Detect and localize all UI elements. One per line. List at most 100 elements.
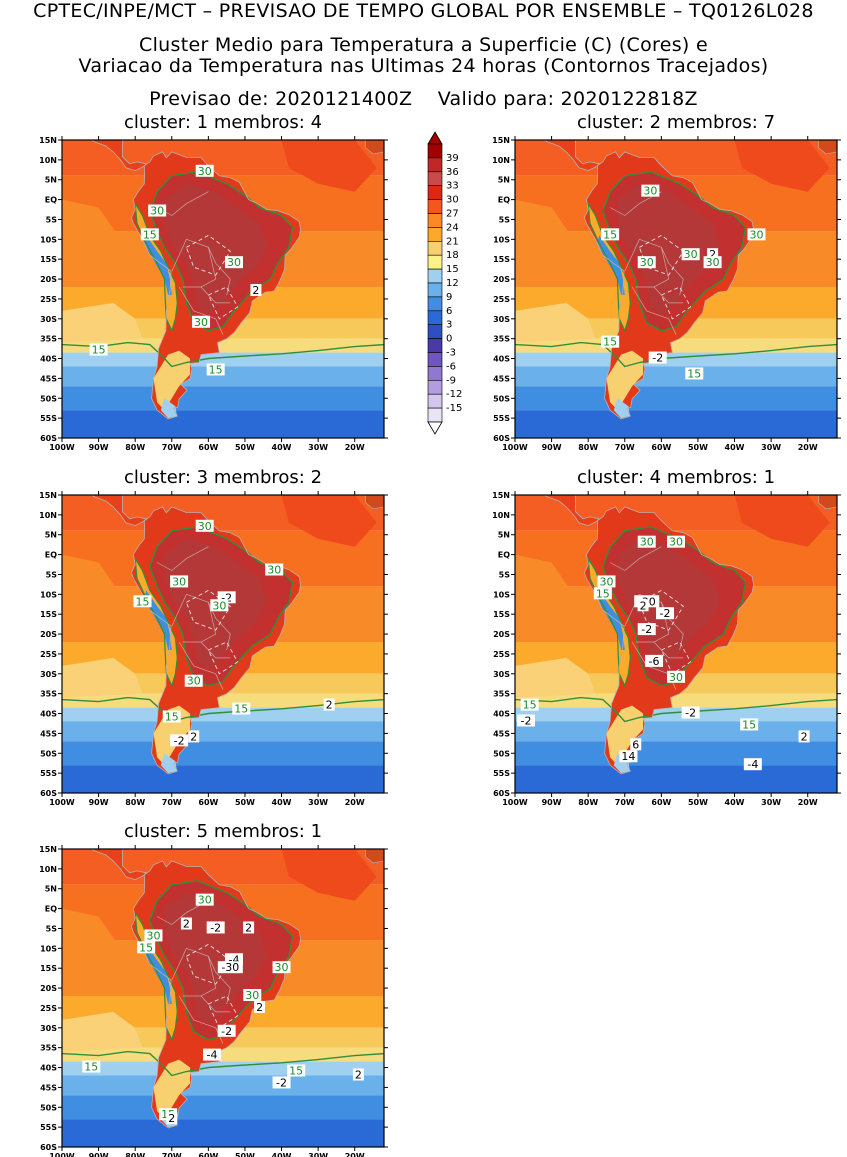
lon-label: 20W xyxy=(345,798,365,807)
colorbar-cell xyxy=(427,157,443,173)
lon-label: 100W xyxy=(502,798,528,807)
map-frame xyxy=(61,139,385,439)
lat-label: 45S xyxy=(40,729,57,738)
contour-label: 15 xyxy=(92,344,106,357)
contour-label: 15 xyxy=(143,228,157,241)
lat-label: 10S xyxy=(493,235,510,244)
lat-label: 20S xyxy=(493,630,510,639)
contour-label: 30 xyxy=(198,894,212,907)
colorbar-cell xyxy=(427,296,443,312)
lat-label: 25S xyxy=(493,650,510,659)
contour-label: 30 xyxy=(187,675,201,688)
colorbar-cell xyxy=(427,380,443,395)
forecast-label: Previsao de: 2020121400Z xyxy=(149,88,413,110)
lat-label: 55S xyxy=(40,1123,57,1132)
header-dates: Previsao de: 2020121400Z Valido para: 20… xyxy=(0,88,847,110)
lat-label: 55S xyxy=(493,414,510,423)
lon-label: 40W xyxy=(272,1152,292,1157)
contour-label: 2 xyxy=(190,730,197,743)
map-panel-1: 15N 10N 5N EQ 5S 10S 15S 20S 25S 30S 35S 40S 45S 50S 5… xyxy=(39,136,388,452)
contour-label: 15 xyxy=(84,1061,98,1074)
contour-label: -6 xyxy=(649,655,660,668)
contour-label: 2 xyxy=(256,1001,263,1014)
lon-label: 30W xyxy=(761,798,781,807)
colorbar-cell xyxy=(427,268,443,284)
map-frame xyxy=(514,494,838,794)
contour-label: 2 xyxy=(801,730,808,743)
contour-label: -30 xyxy=(221,961,239,974)
map-field xyxy=(62,140,384,438)
colorbar-cell xyxy=(427,366,443,381)
contour-label: 30 xyxy=(750,228,764,241)
lat-label: 15S xyxy=(40,964,57,973)
lat-label: 20S xyxy=(40,984,57,993)
lon-label: 40W xyxy=(272,798,292,807)
colorbar-label: 9 xyxy=(446,292,452,303)
lat-label: 35S xyxy=(40,1044,57,1053)
valid-label: Valido para: 2020122818Z xyxy=(437,88,698,110)
contour-label: 2 xyxy=(640,599,647,612)
contour-label: 15 xyxy=(139,941,153,954)
colorbar-cell xyxy=(427,282,443,298)
lon-label: 20W xyxy=(345,443,365,452)
lat-label: 10N xyxy=(39,865,57,874)
colorbar-label: 6 xyxy=(446,306,452,317)
colorbar-label: -15 xyxy=(446,403,462,414)
lon-label: 70W xyxy=(162,1152,182,1157)
lat-label: 5N xyxy=(498,531,510,540)
lat-label: 25S xyxy=(40,1004,57,1013)
lat-label: 45S xyxy=(493,729,510,738)
lon-label: 50W xyxy=(235,798,255,807)
contour-label: 30 xyxy=(599,575,613,588)
colorbar-label: 12 xyxy=(446,278,459,289)
colorbar-label: 0 xyxy=(446,334,452,345)
lon-label: 60W xyxy=(651,443,671,452)
lat-label: 50S xyxy=(493,749,510,758)
lon-label: 70W xyxy=(615,443,635,452)
contour-label: 15 xyxy=(165,711,179,724)
lat-label: 30S xyxy=(40,315,57,324)
contour-label: 30 xyxy=(643,185,657,198)
panel-title-1: cluster: 1 membros: 4 xyxy=(123,112,323,133)
lat-label: EQ xyxy=(498,196,510,205)
lon-label: 70W xyxy=(162,443,182,452)
lon-label: 50W xyxy=(235,443,255,452)
lat-label: 60S xyxy=(40,1143,57,1152)
lat-label: 35S xyxy=(493,335,510,344)
lat-label: 55S xyxy=(40,414,57,423)
lat-label: EQ xyxy=(45,905,57,914)
contour-label: 30 xyxy=(640,256,654,269)
lat-label: 40S xyxy=(40,355,57,364)
map-field xyxy=(515,140,837,438)
contour-label: 2 xyxy=(355,1068,362,1081)
lon-label: 30W xyxy=(761,443,781,452)
lon-label: 90W xyxy=(89,1152,109,1157)
colorbar-cell xyxy=(427,227,443,242)
lat-label: 35S xyxy=(40,335,57,344)
colorbar-label: 24 xyxy=(446,222,459,233)
contour-label: 30 xyxy=(245,989,259,1002)
lat-label: 5N xyxy=(45,176,57,185)
contour-label: -4 xyxy=(207,1049,218,1062)
lat-label: 30S xyxy=(493,315,510,324)
colorbar-label: 33 xyxy=(446,181,459,192)
lat-label: 15S xyxy=(40,610,57,619)
lat-label: 40S xyxy=(40,1064,57,1073)
colorbar-cell xyxy=(427,241,443,256)
lat-label: 10N xyxy=(39,156,57,165)
colorbar-label: -6 xyxy=(446,361,456,372)
colorbar-label: 36 xyxy=(446,167,459,178)
contour-label: 30 xyxy=(198,165,212,178)
lon-label: 50W xyxy=(688,443,708,452)
contour-label: -2 xyxy=(685,707,696,720)
lat-label: 30S xyxy=(493,670,510,679)
contour-label: 30 xyxy=(669,671,683,684)
colorbar-label: 27 xyxy=(446,209,459,220)
lon-label: 60W xyxy=(198,1152,218,1157)
lat-label: 40S xyxy=(40,710,57,719)
lon-label: 20W xyxy=(345,1152,365,1157)
map-panel-2: 15N 10N 5N EQ 5S 10S 15S 20S 25S 30S 35S 40S 45S 50S 5… xyxy=(492,136,841,452)
lat-label: 15N xyxy=(492,136,510,145)
colorbar-cell xyxy=(427,407,443,423)
